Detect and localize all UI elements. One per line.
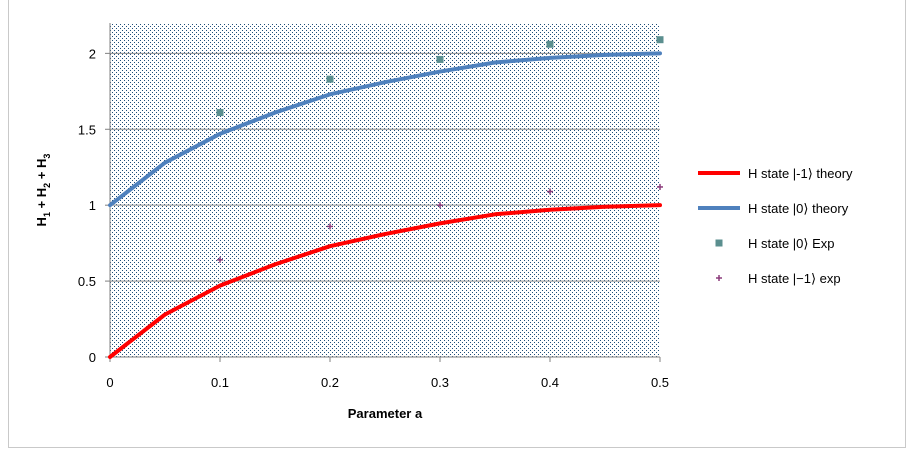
- legend-item-1: H state |0⟩ theory: [698, 201, 849, 216]
- tick-labels: 0 0.5 1 1.5 2 0 0.1 0.2 0.3 0.4 0.5: [78, 46, 669, 390]
- legend-swatch: [716, 275, 722, 281]
- data-point-3-2: [437, 202, 443, 209]
- series-layer: [108, 36, 664, 359]
- data-point-3-1: [327, 223, 333, 230]
- x-tick-label: 0.2: [321, 375, 339, 390]
- y-tick-label: 0: [89, 350, 96, 365]
- series-line-1: [108, 51, 662, 208]
- y-tick-label: 2: [89, 46, 96, 61]
- data-point-2-1: [326, 75, 334, 83]
- legend-item-0: H state |-1⟩ theory: [698, 166, 853, 181]
- x-tick-label: 0.5: [651, 375, 669, 390]
- x-tick-label: 0.1: [211, 375, 229, 390]
- legend-swatch: [715, 239, 723, 247]
- data-point-2-3: [546, 40, 554, 48]
- axes: [105, 23, 661, 362]
- data-point-3-3: [547, 188, 553, 195]
- x-axis-label: Parameter a: [348, 406, 423, 421]
- plot-area: [110, 23, 660, 357]
- y-tick-label: 0.5: [78, 274, 96, 289]
- series-line-0: [108, 203, 662, 359]
- chart-frame: [8, 0, 906, 448]
- legend-label: H state |-1⟩ theory: [748, 166, 853, 181]
- data-point-3-0: [217, 256, 223, 263]
- x-tick-label: 0: [106, 375, 113, 390]
- data-point-3-4: [657, 183, 663, 190]
- data-point-2-2: [436, 55, 444, 63]
- x-tick-label: 0.4: [541, 375, 559, 390]
- x-tick-label: 0.3: [431, 375, 449, 390]
- y-axis-label: H1 + H2 + H3: [34, 154, 52, 227]
- legend-label: H state |−1⟩ exp: [748, 271, 841, 286]
- legend-item-3: H state |−1⟩ exp: [716, 271, 841, 286]
- y-tick-label: 1.5: [78, 122, 96, 137]
- data-point-2-4: [656, 36, 664, 44]
- legend-label: H state |0⟩ Exp: [748, 236, 835, 251]
- legend: H state |-1⟩ theory H state |0⟩ theory H s…: [698, 166, 853, 286]
- y-tick-label: 1: [89, 198, 96, 213]
- grid-lines: [110, 52, 660, 282]
- legend-item-2: H state |0⟩ Exp: [715, 236, 835, 251]
- data-point-2-0: [216, 109, 224, 117]
- legend-label: H state |0⟩ theory: [748, 201, 849, 216]
